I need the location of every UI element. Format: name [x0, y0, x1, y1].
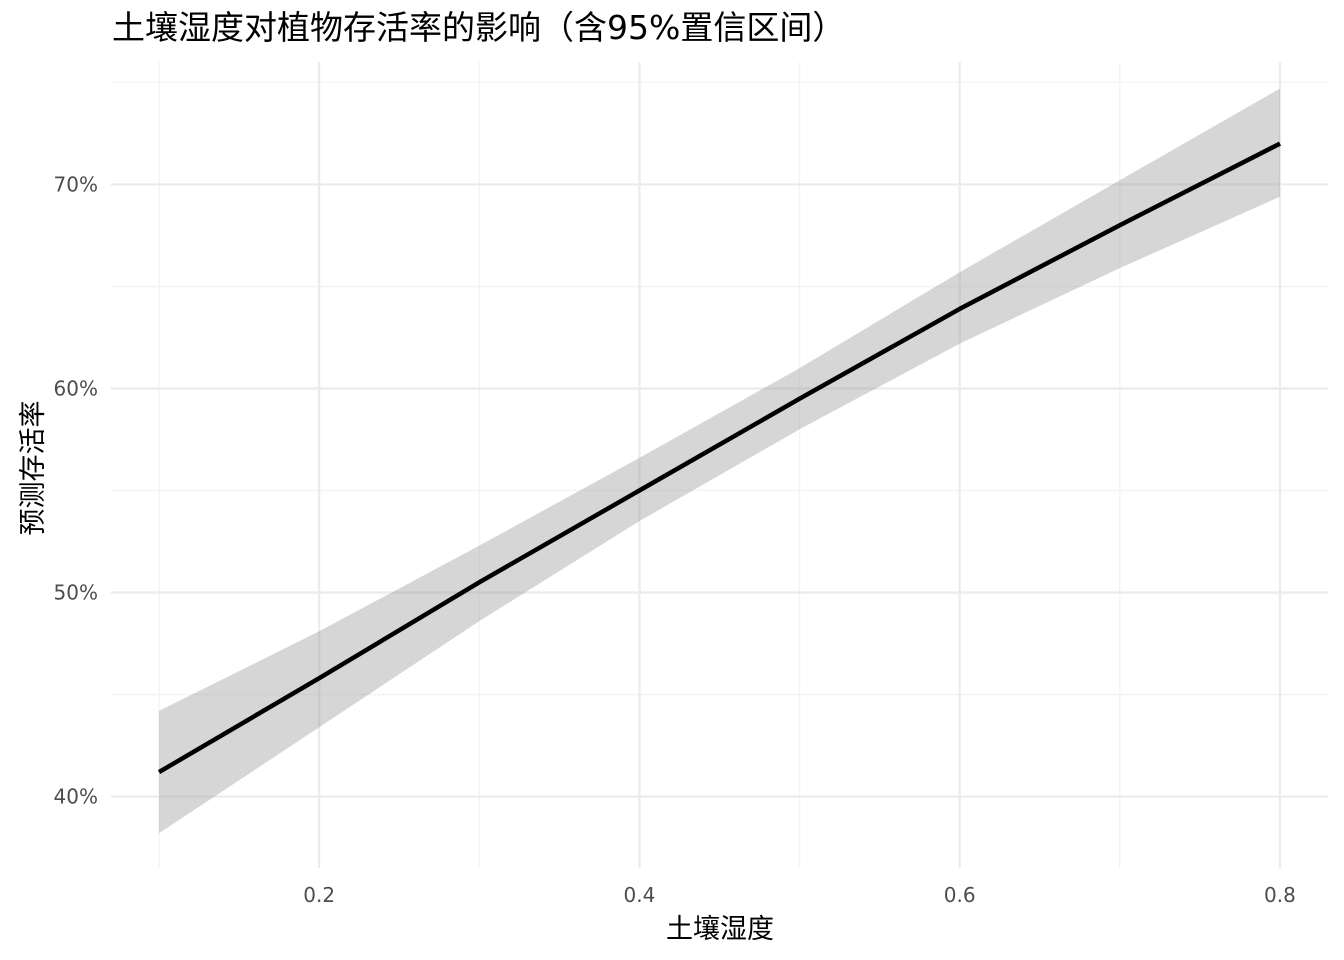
y-tick-label: 60%: [54, 376, 98, 400]
trend-line-layer: [157, 141, 1282, 775]
y-axis-title: 预测存活率: [18, 401, 49, 536]
confidence-band-layer: [159, 88, 1280, 834]
x-tick-label: 0.6: [944, 883, 976, 907]
x-tick-label: 0.2: [303, 883, 335, 907]
y-tick-label: 40%: [54, 785, 98, 809]
x-axis-title: 土壤湿度: [666, 914, 774, 945]
x-axis-ticks: 0.2 0.4 0.6 0.8: [303, 883, 1296, 907]
y-tick-label: 50%: [54, 581, 98, 605]
confidence-band: [159, 88, 1280, 834]
y-axis-ticks: 40% 50% 60% 70%: [54, 172, 98, 808]
minor-grid: [111, 62, 1328, 868]
x-tick-label: 0.8: [1264, 883, 1296, 907]
major-grid: [111, 62, 1328, 868]
trend-line: [157, 141, 1282, 775]
chart-title: 土壤湿度对植物存活率的影响（含95%置信区间）: [112, 8, 846, 47]
y-tick-label: 70%: [54, 172, 98, 196]
x-tick-label: 0.4: [624, 883, 656, 907]
